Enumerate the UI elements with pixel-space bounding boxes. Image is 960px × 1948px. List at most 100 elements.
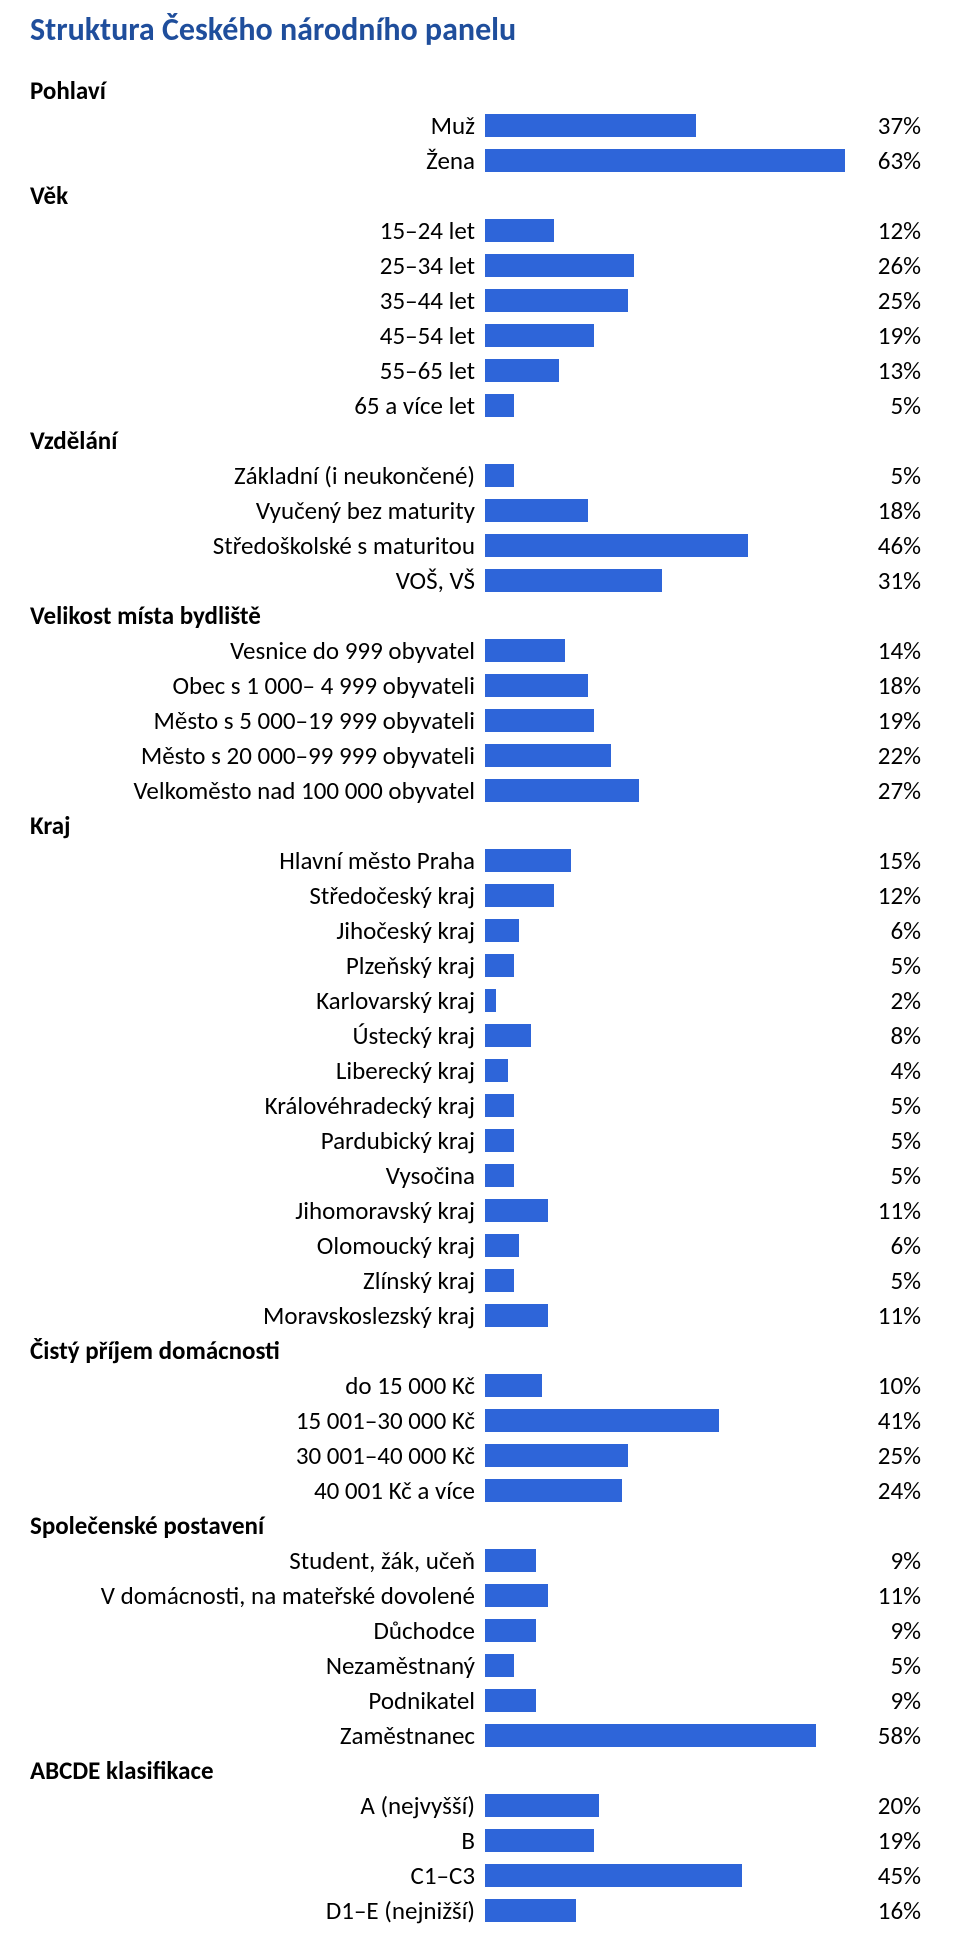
bar-cell [485, 1613, 845, 1648]
row-label: B [30, 1823, 485, 1858]
bar-cell [485, 1053, 845, 1088]
data-row: Vesnice do 999 obyvatel14% [30, 633, 930, 668]
bar-cell [485, 1263, 845, 1298]
bar-cell [485, 1858, 845, 1893]
section-heading: Čistý příjem domácnosti [30, 1333, 930, 1368]
row-label: Vysočina [30, 1158, 485, 1193]
row-percent: 14% [845, 633, 925, 668]
bar [485, 779, 639, 802]
bar [485, 709, 594, 732]
row-percent: 20% [845, 1788, 925, 1823]
row-label: do 15 000 Kč [30, 1368, 485, 1403]
bar-cell [485, 353, 845, 388]
row-label: Pardubický kraj [30, 1123, 485, 1158]
bar [485, 1654, 514, 1677]
bar-cell [485, 1683, 845, 1718]
row-label: Ústecký kraj [30, 1018, 485, 1053]
data-row: 45–54 let19% [30, 318, 930, 353]
data-row: Liberecký kraj4% [30, 1053, 930, 1088]
row-label: A (nejvyšší) [30, 1788, 485, 1823]
row-label: Město s 5 000–19 999 obyvateli [30, 703, 485, 738]
data-row: 65 a více let5% [30, 388, 930, 423]
data-row: Moravskoslezský kraj11% [30, 1298, 930, 1333]
data-row: 15–24 let 12% [30, 213, 930, 248]
row-percent: 19% [845, 318, 925, 353]
row-percent: 13% [845, 353, 925, 388]
row-label: Moravskoslezský kraj [30, 1298, 485, 1333]
bar [485, 114, 696, 137]
bar-cell [485, 1823, 845, 1858]
bar-cell [485, 1088, 845, 1123]
row-percent: 16% [845, 1893, 925, 1928]
bar [485, 1794, 599, 1817]
bar [485, 1479, 622, 1502]
bar [485, 919, 519, 942]
data-row: A (nejvyšší) 20% [30, 1788, 930, 1823]
row-percent: 12% [845, 213, 925, 248]
bar-cell [485, 318, 845, 353]
bar-cell [485, 1648, 845, 1683]
bar [485, 1899, 576, 1922]
row-percent: 18% [845, 493, 925, 528]
row-label: 15–24 let [30, 213, 485, 248]
data-row: Středočeský kraj12% [30, 878, 930, 913]
bar [485, 324, 594, 347]
panel-structure-chart: Struktura Českého národního panelu Pohla… [0, 0, 960, 1948]
bar-cell [485, 1193, 845, 1228]
bar-cell [485, 143, 845, 178]
bar [485, 674, 588, 697]
data-row: Ústecký kraj8% [30, 1018, 930, 1053]
bar-cell [485, 738, 845, 773]
row-percent: 12% [845, 878, 925, 913]
data-row: Hlavní město Praha15% [30, 843, 930, 878]
bar [485, 639, 565, 662]
bar-cell [485, 458, 845, 493]
row-percent: 46% [845, 528, 925, 563]
row-percent: 15% [845, 843, 925, 878]
row-percent: 9% [845, 1543, 925, 1578]
row-label: Obec s 1 000– 4 999 obyvateli [30, 668, 485, 703]
section-heading: Vzdělání [30, 423, 930, 458]
data-row: 40 001 Kč a více 24% [30, 1473, 930, 1508]
data-row: B19% [30, 1823, 930, 1858]
row-label: Město s 20 000–99 999 obyvateli [30, 738, 485, 773]
bar [485, 1724, 816, 1747]
bar-cell [485, 1018, 845, 1053]
data-row: Zaměstnanec 58% [30, 1718, 930, 1753]
row-label: 40 001 Kč a více [30, 1473, 485, 1508]
row-label: 15 001–30 000 Kč [30, 1403, 485, 1438]
bar [485, 1584, 548, 1607]
row-percent: 58% [845, 1718, 925, 1753]
data-row: C1–C345% [30, 1858, 930, 1893]
row-percent: 5% [845, 458, 925, 493]
row-label: 30 001–40 000 Kč [30, 1438, 485, 1473]
row-label: Karlovarský kraj [30, 983, 485, 1018]
data-row: Karlovarský kraj2% [30, 983, 930, 1018]
bar-cell [485, 563, 845, 598]
bar [485, 149, 845, 172]
row-label: Zaměstnanec [30, 1718, 485, 1753]
bar-cell [485, 1893, 845, 1928]
row-percent: 24% [845, 1473, 925, 1508]
bar-cell [485, 633, 845, 668]
data-row: VOŠ, VŠ31% [30, 563, 930, 598]
data-row: Vysočina5% [30, 1158, 930, 1193]
data-row: Město s 5 000–19 999 obyvateli19% [30, 703, 930, 738]
bar-cell [485, 878, 845, 913]
data-row: Základní (i neukončené)5% [30, 458, 930, 493]
bar [485, 1269, 514, 1292]
row-label: Muž [30, 108, 485, 143]
row-label: Zlínský kraj [30, 1263, 485, 1298]
data-row: Důchodce9% [30, 1613, 930, 1648]
row-label: V domácnosti, na mateřské dovolené [30, 1578, 485, 1613]
data-row: Město s 20 000–99 999 obyvateli22% [30, 738, 930, 773]
bar-cell [485, 1228, 845, 1263]
bar-cell [485, 1788, 845, 1823]
bar [485, 499, 588, 522]
bar [485, 1829, 594, 1852]
bar-cell [485, 248, 845, 283]
row-percent: 25% [845, 1438, 925, 1473]
data-row: Pardubický kraj5% [30, 1123, 930, 1158]
row-percent: 9% [845, 1613, 925, 1648]
bar [485, 254, 634, 277]
